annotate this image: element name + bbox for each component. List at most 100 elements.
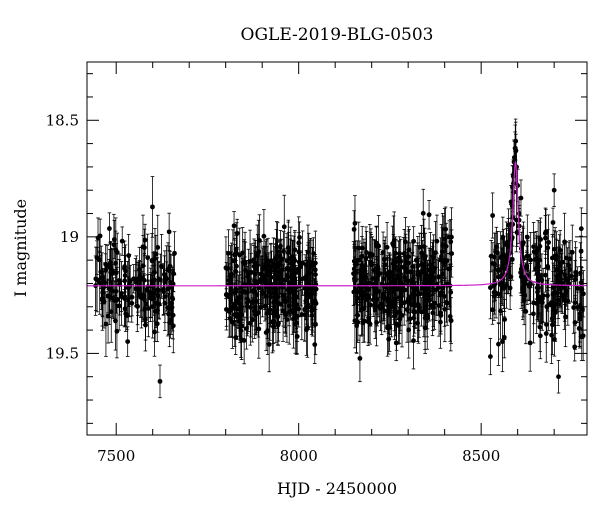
data-point — [384, 244, 390, 250]
data-point — [119, 290, 124, 296]
data-point — [370, 297, 376, 303]
data-point — [534, 248, 540, 254]
data-point — [392, 308, 397, 314]
data-point — [150, 204, 155, 210]
data-point — [241, 338, 247, 343]
data-point — [367, 321, 373, 327]
data-point — [351, 289, 357, 295]
data-point — [167, 263, 173, 269]
data-point — [283, 299, 288, 305]
data-point — [296, 240, 302, 246]
data-point — [537, 333, 543, 339]
data-point — [578, 226, 584, 232]
data-point — [251, 298, 257, 304]
data-point — [353, 269, 359, 275]
data-point — [143, 322, 148, 328]
data-point — [552, 336, 557, 342]
data-point — [228, 274, 234, 280]
data-point — [167, 320, 172, 325]
data-point — [372, 307, 378, 313]
data-point — [577, 315, 583, 321]
data-point — [518, 195, 524, 201]
data-point — [265, 262, 271, 267]
data-point — [256, 326, 262, 332]
data-point — [572, 277, 578, 283]
data-point — [490, 261, 496, 266]
data-point — [276, 301, 282, 307]
data-point — [268, 268, 274, 274]
data-point — [294, 320, 299, 326]
data-point — [313, 321, 318, 327]
data-point — [575, 304, 581, 310]
data-point — [500, 339, 505, 345]
data-point — [107, 226, 112, 231]
data-point — [538, 236, 544, 242]
data-point — [281, 248, 286, 254]
data-point — [275, 322, 281, 328]
data-point — [398, 294, 404, 300]
data-point — [386, 336, 392, 342]
data-point — [576, 326, 582, 331]
data-point — [125, 339, 131, 345]
data-point — [239, 289, 245, 295]
data-point — [490, 213, 496, 218]
data-point — [302, 276, 308, 282]
data-point — [575, 286, 581, 291]
data-point — [286, 289, 292, 295]
data-point — [153, 300, 159, 306]
data-point — [272, 288, 278, 293]
data-point — [442, 257, 448, 263]
data-point — [97, 233, 103, 239]
data-point — [129, 294, 135, 300]
y-axis-label: I magnitude — [11, 199, 30, 297]
data-point — [514, 230, 520, 235]
data-point — [142, 237, 148, 243]
plot-area — [87, 118, 587, 399]
data-point — [562, 239, 567, 245]
data-point — [131, 276, 137, 282]
data-point — [531, 244, 536, 250]
data-point — [351, 226, 357, 232]
data-point — [359, 269, 365, 274]
data-point — [488, 285, 493, 291]
data-point — [373, 240, 379, 246]
data-point — [401, 251, 407, 257]
data-point — [302, 312, 308, 318]
data-point — [422, 315, 428, 321]
data-point — [524, 234, 530, 240]
data-point — [116, 303, 122, 309]
data-point — [234, 263, 239, 269]
data-point — [354, 318, 359, 323]
data-point — [155, 245, 161, 250]
data-point — [261, 233, 267, 239]
data-point — [372, 285, 378, 291]
data-point — [507, 285, 513, 291]
data-point — [401, 300, 407, 306]
data-point — [238, 304, 244, 310]
data-point — [573, 273, 579, 279]
data-point — [391, 289, 397, 295]
data-point — [105, 313, 111, 319]
data-point — [244, 300, 250, 306]
data-point — [312, 342, 318, 348]
data-point — [103, 321, 109, 327]
x-tick-label: 8500 — [462, 447, 500, 465]
x-axis-label: HJD - 2450000 — [277, 479, 397, 498]
data-point — [157, 378, 163, 384]
data-point — [578, 270, 583, 276]
data-point — [549, 332, 554, 338]
data-point — [557, 280, 563, 285]
data-point — [560, 259, 566, 265]
data-point — [380, 249, 386, 255]
data-point — [405, 254, 411, 260]
data-point — [563, 314, 568, 320]
data-point — [291, 295, 296, 301]
data-point — [251, 259, 257, 265]
data-point — [540, 296, 545, 302]
data-point — [508, 274, 514, 280]
data-point — [166, 229, 172, 235]
data-point — [148, 295, 153, 301]
data-point — [493, 249, 499, 255]
data-point — [417, 291, 423, 297]
data-point — [171, 271, 177, 277]
